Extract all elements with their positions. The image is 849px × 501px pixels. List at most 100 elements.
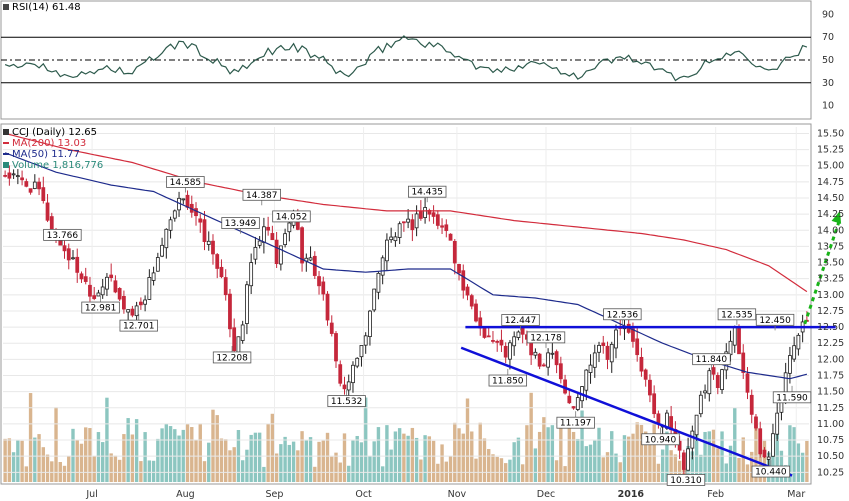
candle-body <box>66 248 71 261</box>
candle-body <box>732 326 737 346</box>
price-tick-label: 15.00 <box>817 161 844 172</box>
candle-body <box>37 181 41 190</box>
volume-bar <box>597 427 601 482</box>
volume-bar <box>287 444 292 482</box>
candle-body <box>541 364 546 367</box>
month-label: 2016 <box>618 489 645 500</box>
candle-body <box>321 281 326 295</box>
price-legend: CCJ (Daily) 12.65 MA(200) 13.03 MA(50) 1… <box>3 127 103 171</box>
candle-body <box>198 218 203 223</box>
volume-bar <box>368 455 372 482</box>
annotation-box <box>221 217 260 229</box>
candle-body <box>754 416 758 429</box>
annotation-label: 14.387 <box>246 191 278 201</box>
annotation-label: 11.197 <box>560 419 592 429</box>
annotation-box <box>488 374 528 387</box>
legend-ma200-name: MA(200) <box>12 138 55 149</box>
candle-swatch-icon <box>3 129 9 135</box>
volume-bar <box>482 438 487 482</box>
volume-bar <box>584 446 588 482</box>
volume-bar <box>512 442 516 482</box>
price-axis: 15.50 15.25 15.00 14.75 14.50 14.25 14.00 13.75… <box>817 128 844 478</box>
volume-bar <box>122 434 126 482</box>
annotation-label: 11.840 <box>696 355 728 365</box>
volume-bar <box>245 449 249 482</box>
candle-body <box>206 240 211 245</box>
volume-bar <box>11 452 16 482</box>
volume-bar <box>423 435 427 482</box>
candle-body <box>571 406 576 409</box>
volume-bar <box>92 456 96 482</box>
candle-body <box>62 245 67 252</box>
annotation-label: 10.440 <box>755 468 787 478</box>
volume-bar <box>474 458 478 482</box>
candle-body <box>155 257 160 272</box>
volume-bar <box>185 424 190 482</box>
volume-bar <box>520 464 525 482</box>
volume-bar <box>571 431 576 482</box>
annotation-label: 14.052 <box>276 212 308 222</box>
candle-body <box>745 373 750 393</box>
ma200-swatch-icon <box>3 142 9 144</box>
annotation-box <box>272 210 311 223</box>
volume-bar <box>355 435 359 482</box>
candle-body <box>605 345 610 360</box>
candle-body <box>584 369 589 391</box>
candle-body <box>278 245 283 265</box>
annotation-box <box>242 188 281 201</box>
candle-body <box>215 254 220 269</box>
month-label: Feb <box>707 489 724 500</box>
annotation-box <box>43 228 82 241</box>
rsi-panel: 90 70 50 30 10 <box>0 0 834 120</box>
candle-body <box>741 352 746 373</box>
candle-body <box>423 207 427 219</box>
candle-body <box>516 331 521 338</box>
price-tick-label: 14.00 <box>817 225 844 236</box>
month-label: Sep <box>266 489 284 500</box>
annotation-label: 12.450 <box>759 316 791 326</box>
volume-bar <box>151 460 156 482</box>
volume-bar <box>406 435 410 482</box>
volume-bar <box>440 444 444 482</box>
candle-body <box>614 329 618 349</box>
volume-bar <box>50 461 54 482</box>
volume-bar <box>7 438 12 482</box>
candle-body <box>143 299 147 305</box>
legend-main: CCJ (Daily) 12.65 <box>3 127 103 138</box>
annotation-box <box>166 176 205 188</box>
candle-body <box>228 293 232 330</box>
candle-body <box>465 286 470 296</box>
candle-body <box>652 393 657 415</box>
volume-bar <box>402 433 406 482</box>
candle-body <box>368 310 372 337</box>
month-label: Nov <box>448 489 467 500</box>
candle-body <box>287 222 292 233</box>
annotation-label: 12.178 <box>530 333 562 343</box>
volume-bar <box>444 461 448 482</box>
price-tick-label: 13.25 <box>817 274 844 285</box>
volume-bar <box>699 454 703 482</box>
candle-body <box>20 177 24 181</box>
volume-bar <box>478 422 482 482</box>
candle-body <box>355 357 360 367</box>
legend-main-value: 12.65 <box>68 127 98 138</box>
volume-bar <box>639 424 644 482</box>
candle-body <box>359 345 364 358</box>
volume-bar <box>716 448 720 482</box>
legend-ma200: MA(200) 13.03 <box>3 138 103 149</box>
volume-bar <box>54 407 58 482</box>
price-tick-label: 10.25 <box>817 467 844 478</box>
volume-bar <box>677 460 682 482</box>
volume-bar <box>215 415 219 482</box>
candle-body <box>342 384 347 390</box>
price-tick-label: 13.75 <box>817 241 844 252</box>
candle-body <box>418 210 423 219</box>
legend-ma50-value: 11.77 <box>51 149 80 160</box>
volume-bar <box>75 439 79 482</box>
candle-body <box>686 448 690 471</box>
candle-body <box>410 219 415 231</box>
candle-body <box>71 257 75 260</box>
volume-bar <box>262 466 266 482</box>
volume-bar <box>156 438 160 482</box>
volume-bar <box>16 440 20 482</box>
